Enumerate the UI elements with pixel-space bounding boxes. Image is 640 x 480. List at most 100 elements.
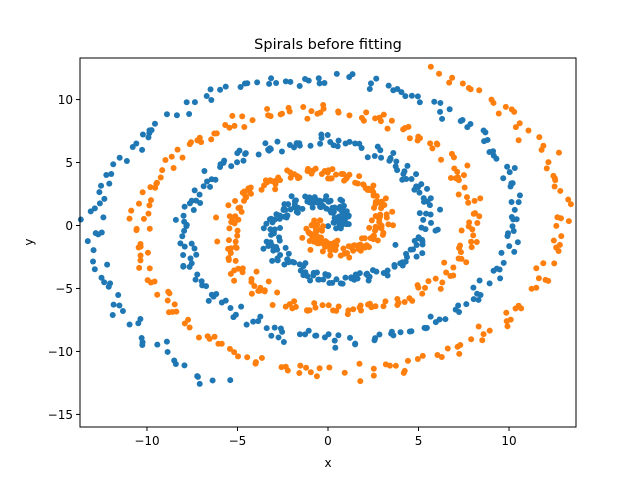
scatter-point	[157, 174, 164, 181]
scatter-point	[249, 117, 256, 124]
scatter-point	[429, 145, 436, 152]
scatter-point	[380, 269, 387, 276]
scatter-point	[264, 105, 271, 112]
scatter-point	[266, 80, 273, 87]
scatter-point	[437, 99, 444, 106]
scatter-point	[280, 338, 287, 345]
scatter-point	[372, 213, 379, 220]
scatter-point	[447, 174, 454, 181]
y-tick-label: −15	[48, 408, 73, 422]
scatter-point	[402, 258, 409, 265]
scatter-point	[166, 309, 173, 316]
scatter-point	[87, 208, 94, 215]
scatter-point	[291, 259, 298, 266]
scatter-point	[369, 267, 376, 274]
scatter-point	[140, 215, 147, 222]
scatter-point	[455, 191, 462, 198]
scatter-point	[392, 362, 399, 369]
scatter-point	[164, 348, 171, 355]
scatter-point	[105, 283, 112, 290]
scatter-point	[96, 200, 103, 207]
scatter-point	[371, 232, 377, 239]
scatter-point	[208, 96, 215, 103]
scatter-point	[227, 250, 234, 256]
scatter-point	[550, 237, 557, 244]
scatter-point	[565, 196, 572, 203]
scatter-point	[265, 278, 272, 285]
scatter-point	[282, 213, 289, 220]
scatter-point	[461, 184, 468, 191]
scatter-point	[455, 302, 462, 309]
scatter-point	[119, 308, 126, 315]
scatter-point	[247, 190, 254, 197]
scatter-point	[456, 350, 463, 357]
scatter-point	[558, 233, 565, 240]
scatter-point	[294, 209, 301, 216]
scatter-point	[226, 345, 233, 352]
scatter-point	[312, 225, 319, 232]
scatter-point	[172, 216, 179, 223]
scatter-point	[276, 234, 283, 241]
scatter-point	[193, 251, 200, 258]
scatter-point	[403, 250, 410, 257]
scatter-point	[177, 240, 184, 247]
scatter-point	[139, 341, 146, 348]
scatter-point	[281, 201, 288, 208]
scatter-point	[427, 211, 434, 218]
scatter-point	[511, 165, 518, 172]
scatter-point	[296, 331, 303, 338]
scatter-point	[220, 159, 227, 166]
scatter-point	[325, 223, 332, 230]
scatter-point	[110, 301, 117, 308]
scatter-point	[555, 149, 562, 156]
scatter-point	[357, 302, 364, 309]
scatter-point	[238, 208, 245, 215]
scatter-point	[282, 363, 289, 370]
scatter-point	[372, 335, 379, 342]
scatter-point	[314, 240, 321, 247]
scatter-point	[211, 333, 218, 340]
scatter-point	[506, 169, 513, 176]
scatter-point	[145, 210, 152, 217]
scatter-point	[333, 307, 340, 314]
scatter-point	[146, 202, 153, 209]
scatter-point	[239, 189, 246, 196]
scatter-point	[508, 106, 515, 113]
scatter-point	[473, 239, 480, 246]
scatter-point	[475, 323, 482, 330]
scatter-point	[291, 298, 298, 305]
scatter-point	[324, 132, 331, 139]
scatter-point	[296, 82, 303, 89]
scatter-point	[514, 239, 521, 246]
y-tick-label: −5	[55, 282, 73, 296]
scatter-point	[280, 207, 287, 214]
scatter-point	[101, 279, 108, 286]
scatter-point	[151, 120, 158, 127]
scatter-point	[325, 302, 332, 309]
scatter-point	[331, 214, 338, 221]
scatter-point	[427, 140, 434, 147]
scatter-point	[164, 297, 171, 304]
scatter-point	[222, 297, 229, 304]
scatter-point	[183, 99, 190, 106]
scatter-point	[493, 265, 500, 272]
scatter-point	[194, 271, 201, 278]
scatter-point	[254, 79, 261, 86]
scatter-point	[450, 272, 457, 279]
scatter-point	[432, 275, 439, 282]
scatter-point	[439, 115, 446, 122]
scatter-point	[285, 250, 292, 257]
scatter-point	[354, 180, 361, 187]
scatter-point	[408, 92, 415, 99]
scatter-point	[326, 280, 333, 287]
scatter-point	[468, 238, 475, 245]
scatter-point	[270, 227, 277, 234]
scatter-point	[225, 256, 232, 263]
scatter-point	[427, 313, 434, 320]
scatter-point	[413, 171, 420, 178]
scatter-point	[344, 311, 351, 318]
scatter-point	[422, 325, 429, 332]
scatter-point	[269, 302, 276, 309]
scatter-point	[296, 142, 303, 149]
scatter-point	[180, 212, 187, 219]
